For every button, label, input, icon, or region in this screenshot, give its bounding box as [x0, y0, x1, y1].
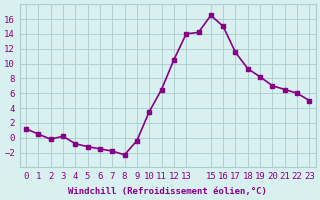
X-axis label: Windchill (Refroidissement éolien,°C): Windchill (Refroidissement éolien,°C): [68, 187, 267, 196]
